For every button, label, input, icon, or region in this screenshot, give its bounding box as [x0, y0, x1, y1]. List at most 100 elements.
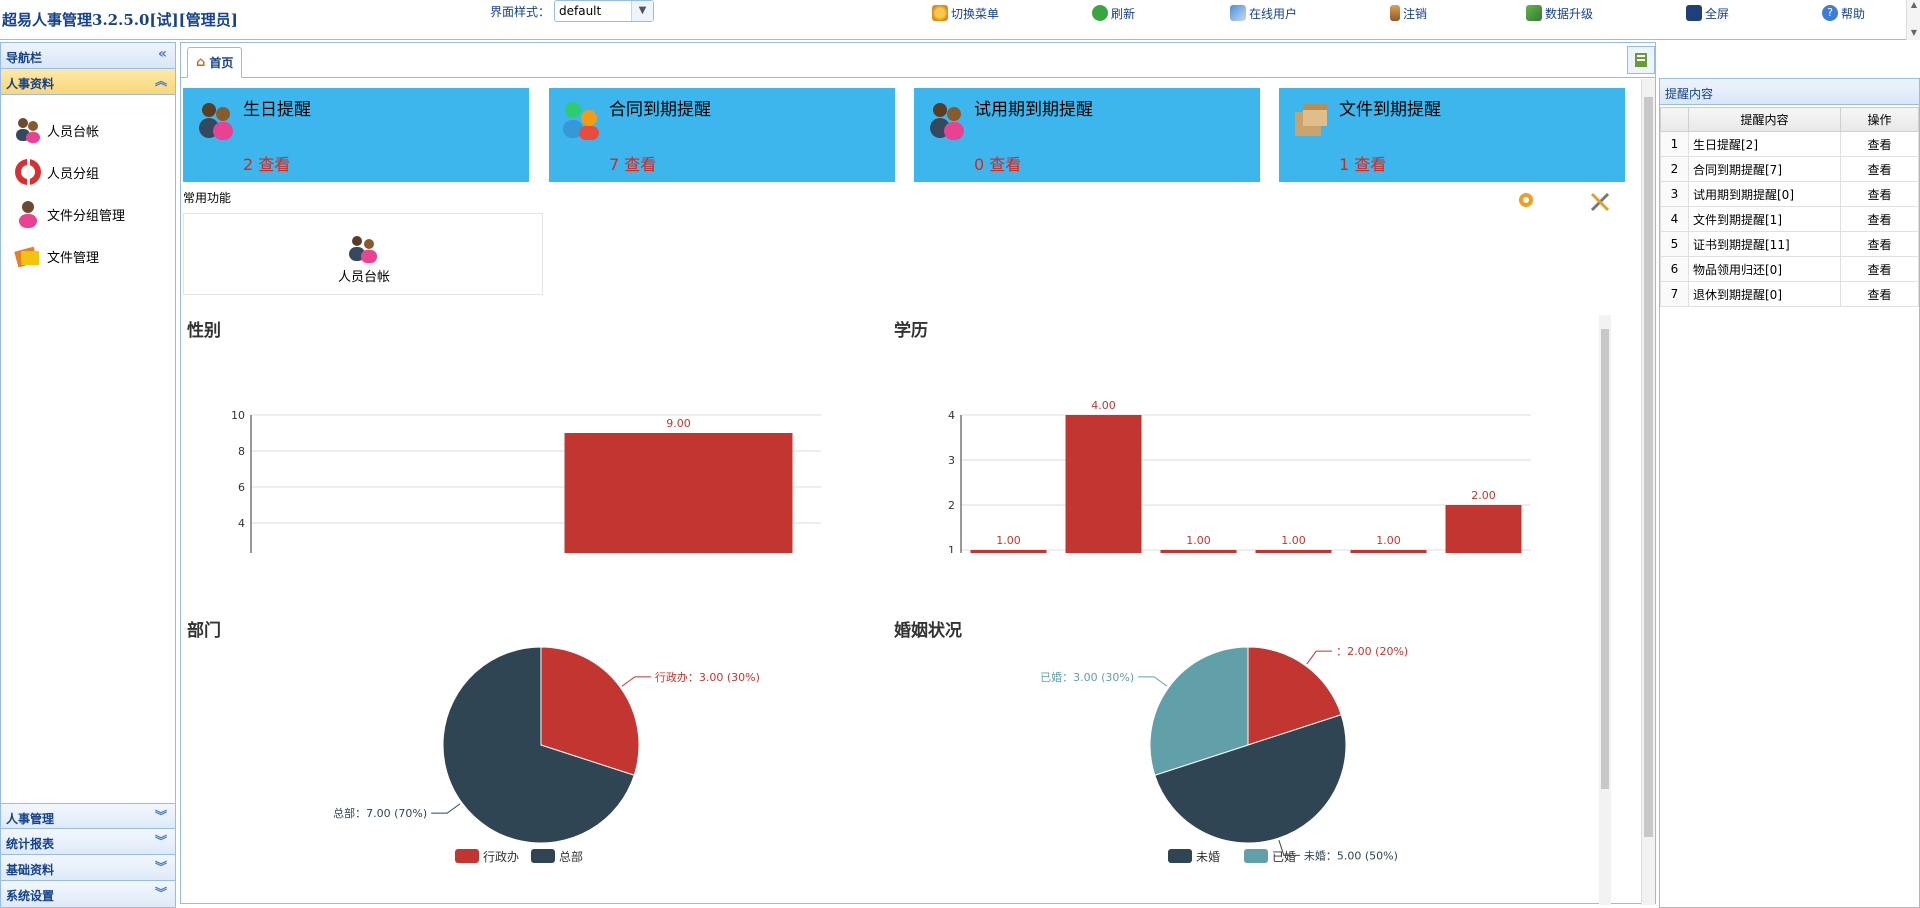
nav-section-reports[interactable]: 统计报表 ︾ — [1, 829, 175, 855]
view-link[interactable]: 查看 — [1841, 182, 1919, 207]
pie-label-line — [1307, 651, 1332, 664]
legend-swatch[interactable] — [1168, 849, 1192, 863]
data-upgrade-button[interactable]: 数据升级 — [1526, 4, 1593, 22]
tab-menu-icon[interactable] — [1627, 46, 1655, 74]
tile-file[interactable]: 文件到期提醒 1 查看 — [1279, 88, 1625, 182]
group-icon — [13, 157, 43, 187]
y-tick-label: 6 — [238, 481, 245, 494]
tile-count[interactable]: 0 查看 — [974, 151, 1021, 175]
refresh-label: 刷新 — [1111, 5, 1135, 22]
main-scrollbar[interactable] — [1641, 79, 1655, 905]
charts-scrollbar[interactable] — [1599, 315, 1611, 905]
bar[interactable] — [1066, 415, 1142, 553]
row-index: 5 — [1661, 232, 1689, 257]
row-index: 2 — [1661, 157, 1689, 182]
chart-title-department: 部门 — [187, 616, 221, 641]
staff-icon — [13, 115, 43, 145]
chevron-down-icon[interactable]: ︾ — [155, 807, 167, 824]
bar-value-label: 4.00 — [1091, 399, 1116, 412]
nav-item-label: 人员台帐 — [47, 121, 99, 140]
legend-label[interactable]: 行政办 — [483, 849, 519, 864]
common-function-tile[interactable]: 人员台帐 — [183, 213, 543, 295]
view-link[interactable]: 查看 — [1841, 132, 1919, 157]
theme-select[interactable]: default ▼ — [554, 0, 654, 22]
pie-label: ：2.00 (20%) — [1336, 645, 1408, 658]
nav-section-hr-records[interactable]: 人事资料 ︽ — [1, 69, 175, 95]
pie-label: 已婚：3.00 (30%) — [1040, 670, 1134, 684]
logout-button[interactable]: 注销 — [1390, 4, 1427, 22]
row-content: 证书到期提醒[11] — [1689, 232, 1841, 257]
legend-swatch[interactable] — [455, 849, 479, 863]
collapse-left-icon[interactable]: « — [158, 46, 167, 62]
view-link[interactable]: 查看 — [1841, 232, 1919, 257]
legend-swatch[interactable] — [1244, 849, 1268, 863]
bar[interactable] — [1351, 550, 1427, 553]
bar[interactable] — [565, 433, 793, 553]
tile-contract[interactable]: 合同到期提醒 7 查看 — [549, 88, 895, 182]
tile-count[interactable]: 7 查看 — [609, 151, 656, 175]
pie-label-line — [622, 677, 651, 686]
table-row: 5证书到期提醒[11]查看 — [1661, 232, 1919, 257]
row-content: 文件到期提醒[1] — [1689, 207, 1841, 232]
main-scrollbar-thumb[interactable] — [1644, 97, 1653, 837]
pie-label-line — [1138, 677, 1167, 686]
bar[interactable] — [1161, 550, 1237, 553]
row-content: 合同到期提醒[7] — [1689, 157, 1841, 182]
nav-item-staff-ledger[interactable]: 人员台帐 — [1, 109, 175, 151]
legend-label[interactable]: 总部 — [559, 849, 583, 864]
help-icon: ? — [1822, 5, 1838, 21]
view-link[interactable]: 查看 — [1841, 257, 1919, 282]
col-index — [1661, 108, 1689, 132]
view-link[interactable]: 查看 — [1841, 207, 1919, 232]
refresh-icon — [1092, 5, 1108, 21]
view-link[interactable]: 查看 — [1841, 282, 1919, 307]
fullscreen-button[interactable]: 全屏 — [1686, 4, 1729, 22]
bar-value-label: 1.00 — [1281, 534, 1306, 547]
top-scrollbar[interactable]: ▲ ▼ — [1906, 0, 1920, 40]
scroll-up-icon[interactable]: ▲ — [1907, 0, 1920, 12]
nav-section-basic-data[interactable]: 基础资料 ︾ — [1, 855, 175, 881]
row-index: 3 — [1661, 182, 1689, 207]
bar[interactable] — [971, 550, 1047, 553]
tab-home[interactable]: ⌂ 首页 — [187, 47, 242, 78]
help-button[interactable]: ? 帮助 — [1822, 4, 1865, 22]
department-pie-chart: 行政办：3.00 (30%)总部：7.00 (70%)行政办总部 — [201, 643, 841, 865]
table-row: 2合同到期提醒[7]查看 — [1661, 157, 1919, 182]
charts-scrollbar-thumb[interactable] — [1601, 329, 1609, 789]
settings-icon[interactable] — [1517, 191, 1535, 209]
row-content: 生日提醒[2] — [1689, 132, 1841, 157]
legend-label[interactable]: 已婚 — [1272, 850, 1296, 864]
common-functions-label: 常用功能 — [183, 189, 231, 206]
refresh-button[interactable]: 刷新 — [1092, 4, 1135, 22]
legend-label[interactable]: 未婚 — [1196, 850, 1220, 864]
tile-probation[interactable]: 试用期到期提醒 0 查看 — [914, 88, 1260, 182]
reminder-panel: 提醒内容 提醒内容 操作 1生日提醒[2]查看2合同到期提醒[7]查看3试用期到… — [1659, 78, 1920, 908]
bar[interactable] — [1256, 550, 1332, 553]
nav-section-settings[interactable]: 系统设置 ︾ — [1, 881, 175, 907]
chevron-down-icon[interactable]: ︾ — [155, 832, 167, 849]
chart-title-education: 学历 — [894, 316, 928, 341]
chevron-down-icon[interactable]: ︾ — [155, 858, 167, 875]
nav-item-file-manage[interactable]: 文件管理 — [1, 235, 175, 277]
tile-birthday[interactable]: 生日提醒 2 查看 — [183, 88, 529, 182]
online-users-button[interactable]: 在线用户 — [1230, 4, 1297, 22]
legend-swatch[interactable] — [531, 849, 555, 863]
nav-section-hr-manage[interactable]: 人事管理 ︾ — [1, 803, 175, 829]
bar-value-label: 9.00 — [666, 417, 691, 430]
scroll-down-icon[interactable]: ▼ — [1907, 28, 1920, 40]
nav-item-staff-group[interactable]: 人员分组 — [1, 151, 175, 193]
bar[interactable] — [1446, 505, 1522, 553]
view-link[interactable]: 查看 — [1841, 157, 1919, 182]
chevron-up-icon[interactable]: ︽ — [155, 72, 167, 89]
tools-icon[interactable] — [1589, 191, 1611, 213]
fullscreen-label: 全屏 — [1705, 5, 1729, 22]
switch-menu-button[interactable]: 切换菜单 — [932, 4, 999, 22]
nav-section-label: 基础资料 — [6, 863, 54, 877]
pie-label: 行政办：3.00 (30%) — [655, 670, 760, 684]
row-index: 4 — [1661, 207, 1689, 232]
tile-count[interactable]: 2 查看 — [243, 151, 290, 175]
chevron-down-icon[interactable]: ︾ — [155, 884, 167, 901]
chevron-down-icon[interactable]: ▼ — [631, 1, 653, 21]
nav-item-file-group[interactable]: 文件分组管理 — [1, 193, 175, 235]
tile-count[interactable]: 1 查看 — [1339, 151, 1386, 175]
